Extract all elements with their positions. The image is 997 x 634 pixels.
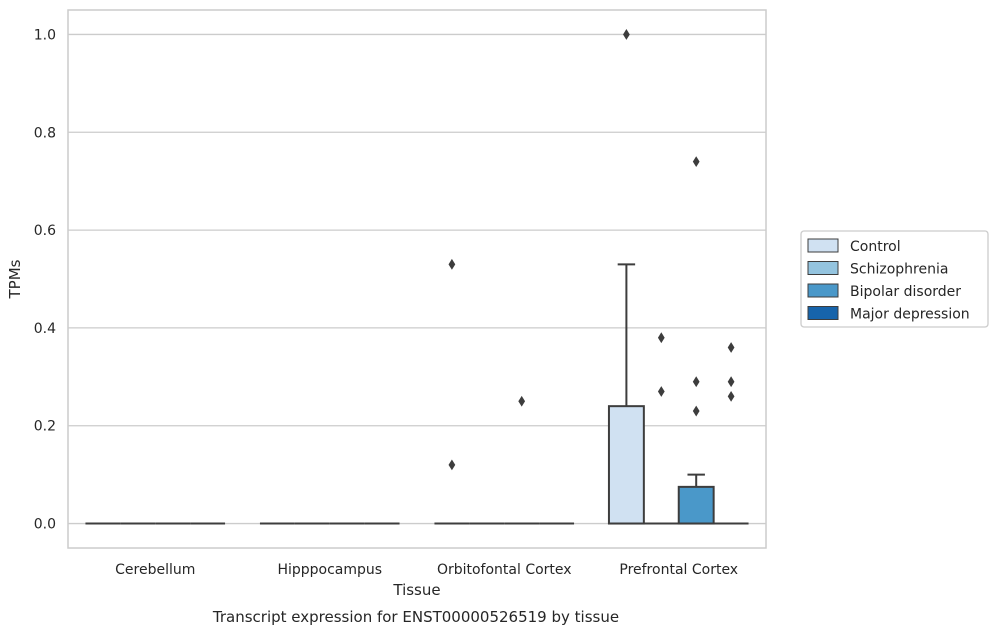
box-bipolar-disorder	[677, 156, 715, 525]
outlier-point	[657, 332, 665, 344]
legend-swatch	[807, 238, 839, 253]
legend-label: Major depression	[850, 307, 970, 323]
outlier-point	[518, 395, 526, 407]
box	[677, 485, 715, 525]
outlier-point	[657, 386, 665, 397]
outlier-point	[448, 459, 456, 471]
outlier-point	[727, 390, 735, 402]
outlier-point	[623, 29, 630, 40]
legend: Control Schizophrenia Bipolar disorder Majo…	[800, 230, 989, 328]
y-tick-label: 0.6	[34, 223, 56, 239]
legend-swatch	[807, 306, 839, 320]
legend-label: Control	[850, 239, 901, 255]
y-axis-ticks: 0.0 0.2 0.4 0.6 0.8 1.0	[34, 27, 56, 532]
box-control	[434, 258, 470, 525]
chart-title: Transcript expression for ENST0000052651…	[212, 608, 619, 626]
outlier-point	[692, 376, 700, 388]
legend-label: Schizophrenia	[850, 262, 948, 278]
x-tick-label: Hipppocampus	[277, 562, 382, 578]
legend-swatch	[807, 283, 839, 298]
y-tick-label: 0.0	[34, 517, 56, 533]
box-control	[607, 29, 645, 525]
x-axis-ticks: Cerebellum Hipppocampus Orbitofontal Corte…	[115, 562, 738, 578]
outlier-point	[727, 376, 735, 388]
box	[607, 405, 645, 525]
y-axis-label: TPMs	[6, 259, 24, 299]
y-tick-label: 0.2	[34, 419, 56, 435]
y-tick-label: 0.4	[34, 321, 56, 337]
box-plot-series	[85, 29, 749, 525]
gridlines	[68, 33, 766, 525]
outlier-point	[692, 156, 700, 168]
x-axis-label: Tissue	[392, 581, 440, 599]
box-schizophrenia	[643, 332, 679, 525]
x-tick-label: Orbitofontal Cortex	[437, 562, 572, 578]
box-bipolar-disorder	[504, 395, 540, 525]
plot-area-frame	[67, 9, 767, 549]
legend-label: Bipolar disorder	[850, 284, 961, 300]
y-tick-label: 1.0	[34, 27, 56, 43]
y-tick-label: 0.8	[34, 125, 56, 141]
outlier-point	[448, 258, 456, 270]
x-tick-label: Prefrontal Cortex	[619, 562, 738, 578]
legend-swatch	[807, 261, 839, 275]
legend-frame	[800, 230, 989, 328]
outlier-point	[692, 405, 700, 417]
x-tick-label: Cerebellum	[115, 562, 195, 578]
box-major-depression	[713, 342, 749, 525]
outlier-point	[727, 342, 735, 353]
